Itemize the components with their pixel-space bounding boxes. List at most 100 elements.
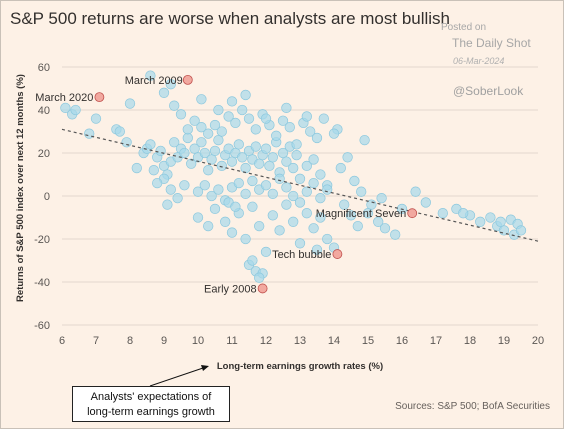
data-point bbox=[230, 201, 241, 212]
data-point bbox=[291, 139, 302, 150]
data-point bbox=[254, 158, 265, 169]
x-tick-labels: 6 7 8 9 10 11 12 13 14 15 16 17 18 19 20 bbox=[59, 335, 544, 347]
data-point bbox=[169, 137, 180, 148]
data-point bbox=[281, 182, 292, 193]
data-point bbox=[158, 87, 170, 98]
data-point bbox=[162, 199, 173, 210]
data-point bbox=[226, 156, 238, 167]
data-point bbox=[169, 100, 180, 111]
data-point bbox=[308, 223, 319, 234]
highlight-label: March 2009 bbox=[125, 75, 183, 87]
data-point bbox=[203, 220, 214, 232]
x-tick-label: 9 bbox=[161, 335, 167, 347]
callout-line-1: Analysts' expectations of bbox=[90, 391, 212, 403]
data-point bbox=[114, 126, 125, 137]
y-axis-label: Returns of S&P 500 index over next 12 mo… bbox=[15, 74, 26, 302]
data-point bbox=[390, 229, 401, 240]
data-point bbox=[345, 210, 357, 221]
data-point bbox=[243, 113, 255, 124]
data-point bbox=[308, 177, 319, 189]
x-tick-label: 14 bbox=[328, 335, 340, 347]
data-point bbox=[277, 115, 289, 126]
data-point bbox=[250, 141, 261, 152]
y-tick-label: -60 bbox=[34, 320, 50, 332]
data-point bbox=[247, 201, 258, 212]
data-point bbox=[240, 89, 251, 101]
data-point bbox=[240, 162, 251, 174]
data-point bbox=[260, 180, 272, 191]
watermark-date: 06-Mar-2024 bbox=[453, 56, 505, 66]
data-point bbox=[379, 223, 391, 234]
data-point bbox=[233, 139, 244, 150]
data-point bbox=[155, 145, 166, 157]
data-point bbox=[271, 130, 282, 141]
data-point bbox=[264, 160, 275, 172]
data-point bbox=[216, 160, 227, 172]
data-point bbox=[349, 175, 360, 187]
data-point bbox=[213, 184, 224, 195]
data-point bbox=[247, 255, 258, 266]
data-point bbox=[223, 111, 234, 122]
data-point bbox=[145, 70, 156, 81]
data-point bbox=[209, 145, 221, 157]
data-point bbox=[315, 169, 326, 180]
callout-arrow bbox=[149, 367, 204, 387]
data-point bbox=[260, 143, 272, 154]
data-point bbox=[213, 104, 224, 116]
data-point bbox=[203, 165, 214, 176]
data-point bbox=[233, 177, 244, 189]
highlight-label: Magnificent Seven bbox=[316, 208, 407, 220]
data-point bbox=[254, 220, 265, 232]
x-tick-label: 18 bbox=[464, 335, 476, 347]
data-point bbox=[288, 190, 299, 202]
data-point bbox=[410, 186, 421, 197]
data-point bbox=[322, 184, 333, 195]
data-point bbox=[281, 156, 292, 167]
data-point bbox=[352, 220, 363, 232]
data-points bbox=[60, 70, 527, 283]
data-point bbox=[182, 132, 193, 144]
watermark-posted-on: Posted on bbox=[441, 22, 487, 33]
data-point bbox=[315, 192, 326, 204]
data-point bbox=[311, 132, 323, 144]
data-point bbox=[237, 152, 248, 163]
data-point bbox=[301, 111, 312, 122]
data-point bbox=[203, 128, 214, 139]
highlight-point bbox=[182, 75, 193, 85]
data-point bbox=[230, 117, 241, 129]
data-point bbox=[124, 98, 136, 109]
data-point bbox=[186, 158, 197, 169]
data-point bbox=[301, 160, 312, 172]
data-point bbox=[196, 122, 207, 133]
highlight-label: Tech bubble bbox=[272, 249, 331, 261]
data-point bbox=[475, 216, 486, 227]
data-point bbox=[274, 173, 285, 184]
data-point bbox=[335, 162, 346, 174]
highlight-point bbox=[94, 92, 105, 102]
x-tick-label: 6 bbox=[59, 335, 65, 347]
data-point bbox=[213, 134, 224, 146]
data-point bbox=[90, 113, 102, 124]
callout-box: Analysts' expectations of long-term earn… bbox=[72, 386, 230, 422]
y-tick-label: 40 bbox=[38, 105, 50, 117]
data-point bbox=[322, 233, 333, 245]
callout-arrowhead bbox=[201, 365, 209, 371]
data-point bbox=[60, 102, 71, 113]
data-point bbox=[175, 109, 187, 120]
data-point bbox=[226, 227, 238, 238]
data-point bbox=[216, 126, 227, 137]
data-point bbox=[237, 104, 248, 116]
data-point bbox=[294, 173, 306, 184]
data-point bbox=[206, 190, 217, 202]
data-point bbox=[318, 113, 329, 124]
x-tick-label: 20 bbox=[532, 335, 544, 347]
data-point bbox=[182, 124, 193, 135]
x-tick-label: 16 bbox=[396, 335, 408, 347]
highlight-label: Early 2008 bbox=[204, 283, 257, 295]
data-point bbox=[458, 208, 469, 219]
chart-title: S&P 500 returns are worse when analysts … bbox=[10, 9, 451, 28]
data-point bbox=[254, 272, 265, 283]
x-tick-label: 8 bbox=[127, 335, 133, 347]
data-point bbox=[199, 180, 210, 191]
data-point bbox=[131, 162, 142, 174]
